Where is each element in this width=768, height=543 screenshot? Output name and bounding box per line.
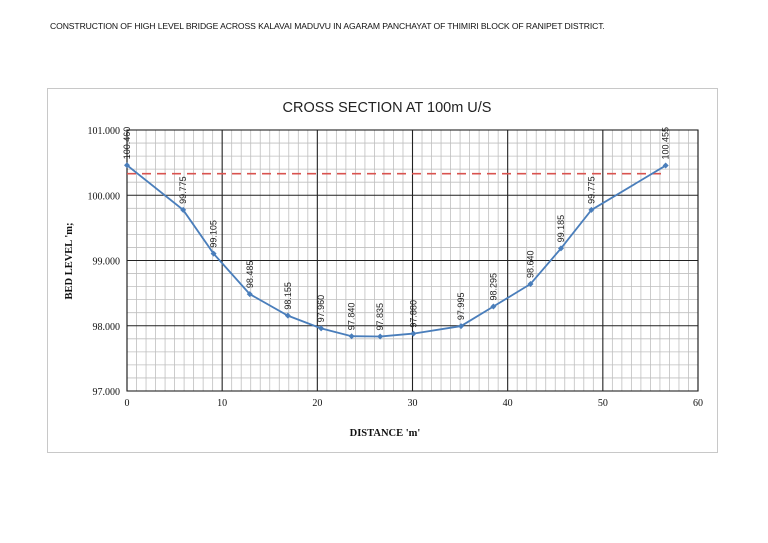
x-tick-label: 30 [408, 398, 418, 409]
y-tick-label: 100.000 [88, 191, 121, 202]
data-point-label: 98.485 [245, 261, 255, 289]
y-axis-label: BED LEVEL 'm; [64, 222, 75, 299]
major-grid [126, 129, 699, 392]
bed-level-series [124, 162, 669, 340]
x-tick-label: 20 [312, 398, 322, 409]
x-tick-label: 50 [598, 398, 608, 409]
data-point-marker [348, 333, 355, 340]
data-point-marker [210, 250, 217, 257]
data-point-marker [124, 162, 130, 169]
data-point-marker [284, 312, 291, 319]
x-axis-label: DISTANCE 'm' [350, 428, 421, 439]
x-tick-label: 40 [503, 398, 513, 409]
data-point-label: 97.880 [408, 300, 418, 328]
data-point-marker [318, 325, 325, 332]
data-point-label: 98.295 [488, 273, 498, 301]
data-point-marker [377, 333, 384, 340]
data-point-label: 99.775 [178, 176, 188, 204]
data-point-label: 99.185 [556, 215, 566, 243]
data-point-label: 98.640 [526, 250, 536, 278]
y-axis-ticks: 97.000 98.000 99.000 100.000 101.000 [88, 126, 121, 398]
y-tick-label: 99.000 [93, 257, 121, 268]
data-point-marker [557, 245, 564, 252]
data-point-label: 97.960 [316, 295, 326, 323]
data-point-marker [662, 162, 669, 169]
x-tick-label: 60 [693, 398, 703, 409]
data-point-marker [458, 323, 465, 330]
chart-frame [47, 88, 718, 453]
data-point-marker [410, 330, 417, 337]
data-point-marker [527, 280, 534, 287]
data-point-label: 97.840 [347, 303, 357, 331]
y-tick-label: 101.000 [88, 126, 121, 137]
data-labels: 100.460 99.775 99.105 98.485 98.155 97.960 97.… [122, 127, 671, 331]
x-axis-ticks: 0 10 20 30 40 50 60 [125, 398, 704, 409]
page-title: CONSTRUCTION OF HIGH LEVEL BRIDGE ACROSS… [50, 21, 605, 31]
data-point-label: 100.455 [661, 127, 671, 160]
data-point-label: 100.460 [122, 127, 132, 160]
y-tick-label: 98.000 [93, 322, 121, 333]
data-point-label: 99.105 [209, 220, 219, 248]
chart-title: CROSS SECTION AT 100m U/S [283, 100, 492, 116]
data-point-marker [246, 291, 253, 298]
x-tick-label: 10 [217, 398, 227, 409]
data-point-label: 97.995 [456, 293, 466, 321]
data-point-marker [490, 303, 497, 310]
data-point-marker [180, 206, 187, 213]
y-tick-label: 97.000 [93, 387, 121, 398]
data-point-label: 99.775 [586, 176, 596, 204]
x-tick-label: 0 [125, 398, 130, 409]
data-point-label: 98.155 [283, 282, 293, 310]
data-point-marker [588, 206, 595, 213]
data-point-label: 97.835 [375, 303, 385, 331]
